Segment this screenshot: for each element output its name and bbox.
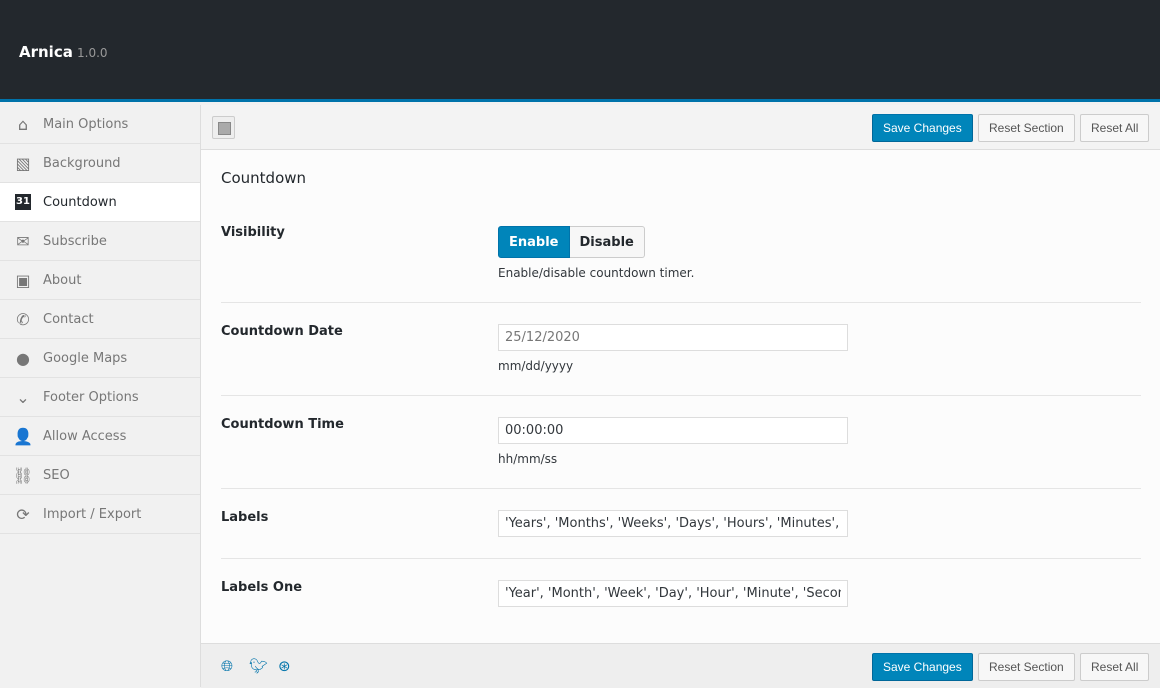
sidebar-item-label: Footer Options (43, 389, 139, 405)
labels-one-input[interactable] (498, 580, 848, 607)
sidebar-item-import-export[interactable]: ⟳ Import / Export (0, 495, 200, 534)
reset-section-button[interactable]: Reset Section (978, 114, 1075, 142)
countdown-date-row: Countdown Date mm/dd/yyyy (221, 303, 1141, 396)
visibility-toggle: Enable Disable (498, 226, 694, 258)
envelope-icon: ✉ (16, 231, 30, 251)
home-icon: ⌂ (17, 114, 29, 134)
sidebar-item-contact[interactable]: ✆ Contact (0, 300, 200, 339)
sidebar-item-countdown[interactable]: 31 Countdown (0, 183, 200, 222)
reset-section-button-bottom[interactable]: Reset Section (978, 653, 1075, 681)
globe-icon[interactable]: 🌐︎ (221, 657, 234, 675)
countdown-time-row: Countdown Time hh/mm/ss (221, 396, 1141, 489)
sidebar-item-main-options[interactable]: ⌂ Main Options (0, 105, 200, 144)
disable-button[interactable]: Disable (569, 226, 645, 258)
sidebar-item-label: Import / Export (43, 506, 142, 522)
sidebar-item-allow-access[interactable]: 👤 Allow Access (0, 417, 200, 456)
labels-one-row: Labels One (221, 559, 1141, 639)
sidebar-item-seo[interactable]: ⛓ SEO (0, 456, 200, 495)
countdown-time-description: hh/mm/ss (498, 452, 558, 466)
link-icon: ⛓ (12, 465, 34, 485)
labels-one-field (498, 580, 848, 607)
visibility-description: Enable/disable countdown timer. (498, 266, 695, 280)
sidebar-item-label: Subscribe (43, 233, 107, 249)
countdown-date-description: mm/dd/yyyy (498, 359, 574, 373)
labels-input[interactable] (498, 510, 848, 537)
countdown-time-input[interactable] (498, 417, 848, 444)
countdown-date-label: Countdown Date (221, 324, 343, 339)
app-version: 1.0.0 (77, 46, 108, 60)
sidebar-item-label: Contact (43, 311, 94, 327)
map-marker-icon: ● (16, 348, 30, 368)
sidebar-item-subscribe[interactable]: ✉ Subscribe (0, 222, 200, 261)
app-header: Arnica 1.0.0 (0, 0, 1160, 102)
visibility-label: Visibility (221, 225, 285, 240)
sidebar-item-label: Allow Access (43, 428, 127, 444)
window-icon: ▣ (15, 270, 31, 290)
app-title: Arnica (19, 43, 73, 61)
labels-one-label: Labels One (221, 580, 303, 595)
labels-field (498, 510, 848, 537)
expand-toggle-icon[interactable] (212, 116, 235, 139)
countdown-date-field: mm/dd/yyyy (498, 324, 848, 373)
labels-label: Labels (221, 510, 269, 525)
user-icon: 👤 (13, 426, 33, 446)
countdown-time-field: hh/mm/ss (498, 417, 848, 466)
sidebar-item-background[interactable]: ▧ Background (0, 144, 200, 183)
sidebar: ⌂ Main Options ▧ Background 31 Countdown ✉ Subs… (0, 105, 201, 687)
sidebar-item-label: Background (43, 155, 121, 171)
phone-icon: ✆ (16, 309, 30, 329)
sidebar-item-label: Google Maps (43, 350, 128, 366)
sidebar-item-google-maps[interactable]: ● Google Maps (0, 339, 200, 378)
enable-button[interactable]: Enable (498, 226, 570, 258)
sidebar-item-footer-options[interactable]: ⌄ Footer Options (0, 378, 200, 417)
top-toolbar: Save Changes Reset Section Reset All (201, 105, 1160, 150)
section-title: Countdown (221, 169, 307, 187)
image-icon: ▧ (15, 153, 31, 173)
chevron-down-icon: ⌄ (16, 387, 30, 407)
visibility-row: Visibility Enable Disable Enable/disable… (221, 215, 1141, 303)
twitter-icon[interactable]: 🐦︎ (249, 657, 269, 675)
calendar-icon: 31 (15, 194, 31, 210)
countdown-time-label: Countdown Time (221, 417, 344, 432)
sidebar-item-about[interactable]: ▣ About (0, 261, 200, 300)
countdown-date-input[interactable] (498, 324, 848, 351)
sidebar-item-label: About (43, 272, 82, 288)
reset-all-button-bottom[interactable]: Reset All (1080, 653, 1150, 681)
main-panel: Save Changes Reset Section Reset All Cou… (201, 105, 1160, 688)
visibility-field: Enable Disable Enable/disable countdown … (498, 226, 694, 280)
sidebar-item-label: Main Options (43, 116, 129, 132)
sidebar-item-label: Countdown (43, 194, 117, 210)
sidebar-item-label: SEO (43, 467, 70, 483)
dribbble-icon[interactable]: ⊛ (278, 657, 291, 675)
refresh-icon: ⟳ (16, 504, 30, 524)
save-changes-button-bottom[interactable]: Save Changes (872, 653, 973, 681)
reset-all-button[interactable]: Reset All (1080, 114, 1150, 142)
labels-row: Labels (221, 489, 1141, 559)
bottom-toolbar: 🌐︎ 🐦︎ ⊛ Save Changes Reset Section Reset… (201, 643, 1160, 688)
save-changes-button[interactable]: Save Changes (872, 114, 973, 142)
